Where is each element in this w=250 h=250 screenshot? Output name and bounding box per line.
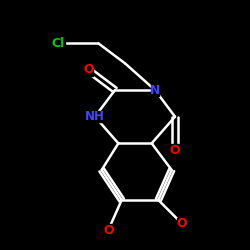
Bar <box>84 64 92 76</box>
Text: O: O <box>170 144 180 156</box>
Bar <box>178 218 186 229</box>
Bar <box>171 144 179 156</box>
Text: O: O <box>103 224 114 236</box>
Bar <box>104 224 112 236</box>
Text: Cl: Cl <box>52 37 65 50</box>
Text: NH: NH <box>85 110 105 123</box>
Bar <box>52 38 65 49</box>
Text: O: O <box>83 64 94 76</box>
Text: N: N <box>150 84 160 96</box>
Bar <box>151 84 159 96</box>
Bar <box>88 111 102 122</box>
Text: O: O <box>176 217 187 230</box>
